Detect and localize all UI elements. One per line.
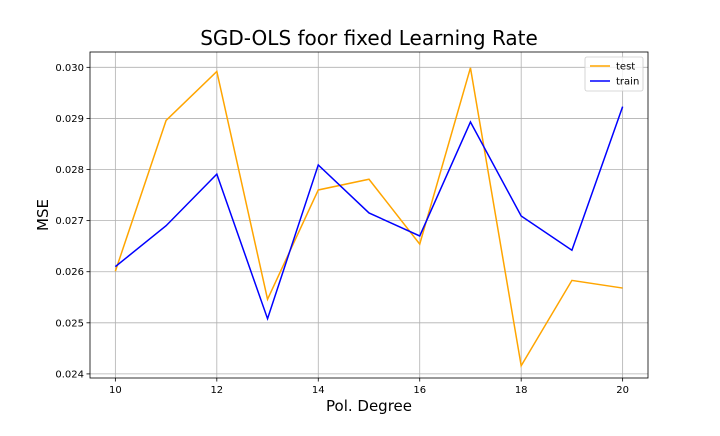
x-tick-label: 14 (312, 385, 325, 396)
y-tick-label: 0.025 (55, 318, 84, 329)
series-line-train (114, 106, 624, 322)
series-line-test (114, 67, 623, 368)
y-tick-label: 0.028 (55, 165, 84, 176)
x-tick-label: 12 (210, 385, 223, 396)
chart-title: SGD-OLS foor fixed Learning Rate (200, 26, 538, 50)
y-tick-label: 0.029 (55, 114, 84, 125)
x-tick-label: 18 (515, 385, 528, 396)
y-tick-label: 0.027 (55, 216, 84, 227)
x-tick-label: 20 (616, 385, 629, 396)
legend: test train (584, 56, 644, 92)
y-tick-label: 0.030 (55, 63, 84, 74)
y-tick-label: 0.024 (55, 369, 84, 380)
legend-label-train: train (616, 77, 639, 88)
axis-ticks: 10 12 14 16 18 20 0.024 0.025 0.026 0.027 0.028 0.0… (55, 63, 629, 396)
legend-label-test: test (616, 62, 635, 73)
plot-area-frame (89, 51, 649, 379)
x-axis-label: Pol. Degree (326, 397, 412, 415)
x-tick-label: 10 (109, 385, 122, 396)
y-tick-label: 0.026 (55, 267, 84, 278)
series-lines (114, 67, 624, 368)
y-axis-label: MSE (34, 199, 52, 231)
grid-lines (90, 52, 648, 378)
x-tick-label: 16 (413, 385, 426, 396)
